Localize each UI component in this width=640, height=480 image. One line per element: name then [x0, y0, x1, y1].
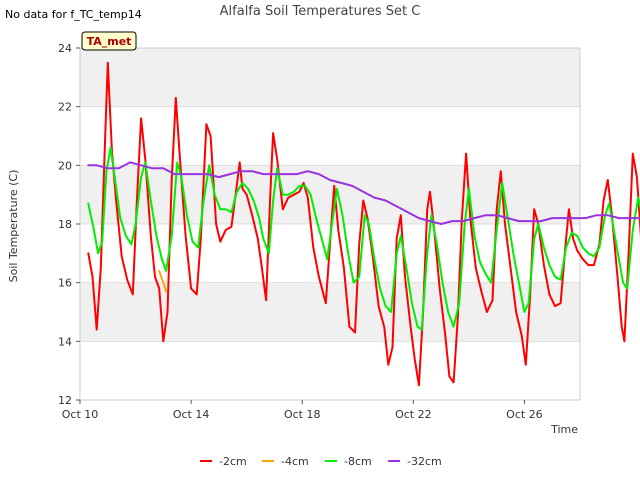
y-axis: 12 14 16 18 20 22 24	[58, 42, 80, 407]
y-tick-label: 12	[58, 394, 72, 407]
x-tick-label: Oct 14	[173, 408, 210, 421]
y-tick-label: 14	[58, 335, 72, 348]
x-axis-label: Time	[550, 423, 578, 436]
plot-band	[80, 106, 580, 166]
x-axis: Oct 10 Oct 14 Oct 18 Oct 22 Oct 26	[62, 400, 543, 421]
plot-background	[80, 48, 580, 400]
x-tick-label: Oct 26	[506, 408, 543, 421]
legend: -2cm -4cm -8cm -32cm	[200, 455, 442, 468]
plot-band	[80, 282, 580, 342]
y-tick-label: 18	[58, 218, 72, 231]
series-lines	[87, 61, 640, 387]
y-tick-label: 22	[58, 101, 72, 114]
legend-label: -32cm	[407, 455, 442, 468]
ta-met-badge: TA_met	[81, 31, 137, 51]
series-line-32cm	[87, 161, 640, 225]
y-tick-label: 20	[58, 159, 72, 172]
nodata-note: No data for f_TC_temp14	[5, 8, 142, 21]
legend-label: -2cm	[219, 455, 247, 468]
plot-band	[80, 48, 580, 107]
series-line-4cm	[158, 269, 168, 293]
chart-title: Alfalfa Soil Temperatures Set C	[220, 4, 421, 19]
y-tick-label: 24	[58, 42, 72, 55]
legend-label: -8cm	[344, 455, 372, 468]
y-axis-label: Soil Temperature (C)	[7, 170, 20, 283]
x-tick-label: Oct 18	[284, 408, 321, 421]
ta-met-badge-label: TA_met	[87, 35, 132, 48]
legend-label: -4cm	[281, 455, 309, 468]
plot-band	[80, 341, 580, 400]
x-tick-label: Oct 22	[395, 408, 432, 421]
y-tick-label: 16	[58, 277, 72, 290]
x-tick-label: Oct 10	[62, 408, 99, 421]
